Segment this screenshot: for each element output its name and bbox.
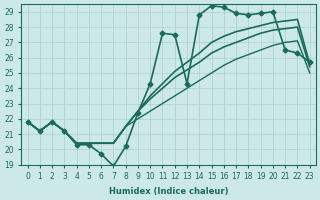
X-axis label: Humidex (Indice chaleur): Humidex (Indice chaleur) [109,187,228,196]
